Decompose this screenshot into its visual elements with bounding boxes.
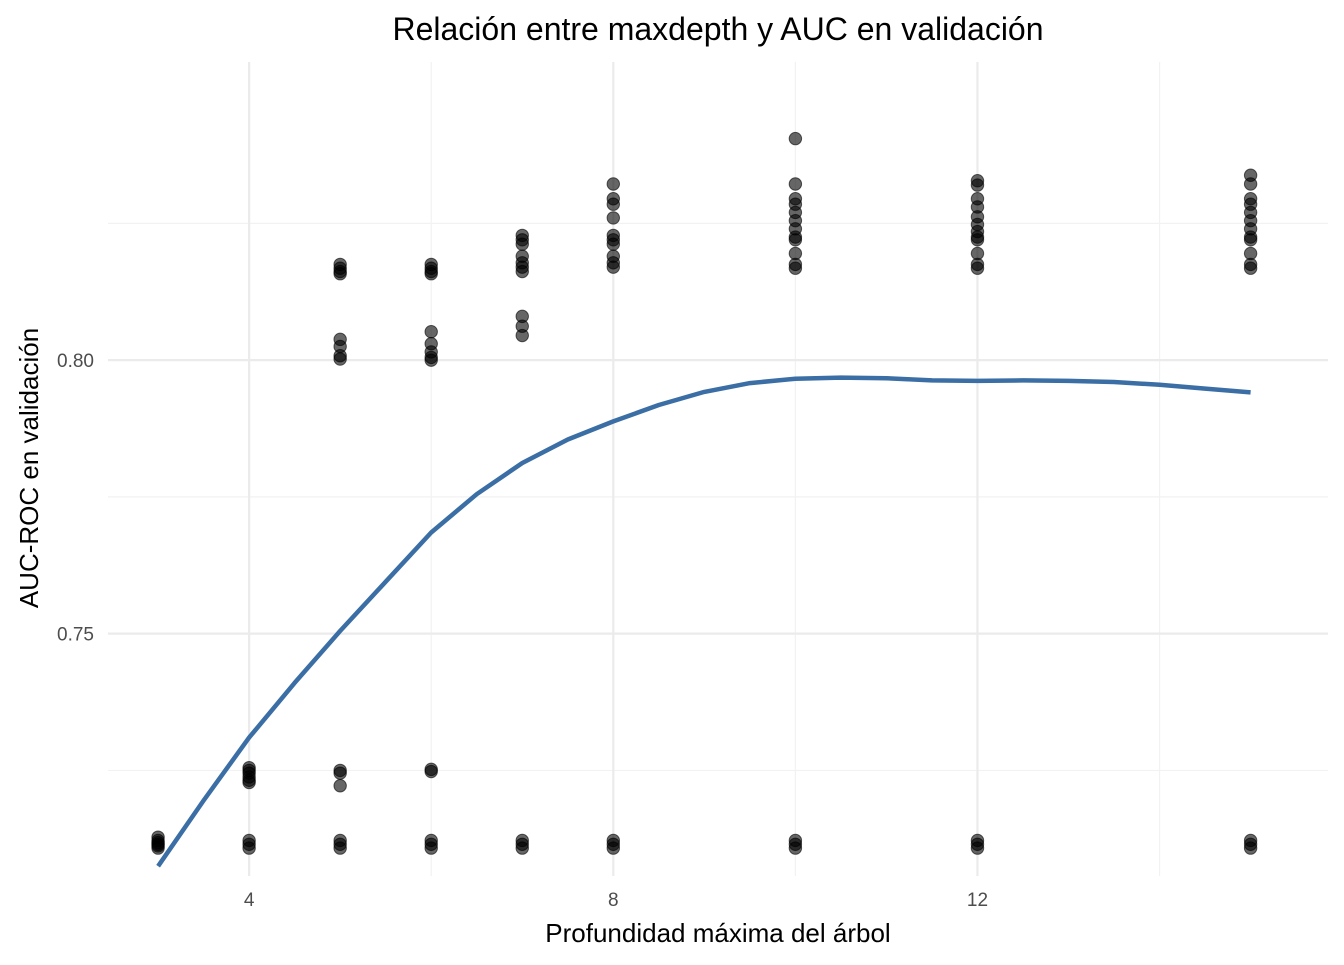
- y-tick-label: 0.80: [57, 351, 94, 372]
- smooth-trend-line: [156, 375, 1251, 868]
- scatter-point: [515, 237, 529, 251]
- scatter-point: [606, 841, 620, 855]
- scatter-point: [242, 775, 256, 790]
- points-layer: [151, 131, 1258, 855]
- tick-label-layer: 0.75 0.80 4 8 12: [57, 351, 988, 911]
- scatter-point: [606, 177, 620, 191]
- scatter-point: [151, 841, 165, 855]
- scatter-point: [970, 261, 985, 275]
- scatter-point: [515, 841, 529, 855]
- scatter-point: [424, 841, 438, 855]
- scatter-point: [424, 764, 438, 779]
- grid-layer: [108, 62, 1328, 876]
- x-tick-label: 12: [967, 890, 988, 911]
- scatter-point: [333, 267, 347, 281]
- x-tick-label: 8: [608, 890, 619, 911]
- scatter-point: [333, 352, 347, 366]
- scatter-point: [1243, 177, 1258, 191]
- x-tick-label: 4: [244, 890, 255, 911]
- scatter-point: [515, 328, 529, 343]
- scatter-point: [606, 237, 620, 251]
- scatter-point: [788, 841, 803, 855]
- scatter-point: [970, 178, 985, 192]
- trend-line-layer: [156, 375, 1251, 868]
- scatter-point: [970, 841, 985, 855]
- scatter-point: [424, 353, 438, 367]
- scatter-point: [333, 779, 347, 793]
- scatter-point: [424, 324, 438, 339]
- chart-title: Relación entre maxdepth y AUC en validac…: [392, 11, 1043, 47]
- scatter-point: [788, 233, 803, 247]
- scatter-point: [242, 841, 256, 855]
- scatter-point: [1243, 841, 1258, 855]
- scatter-point: [788, 261, 803, 275]
- scatter-point: [1243, 233, 1258, 247]
- scatter-point: [606, 260, 620, 274]
- scatter-point: [970, 233, 985, 247]
- scatter-point: [424, 267, 438, 281]
- scatter-point: [515, 264, 529, 279]
- scatter-point: [606, 197, 620, 211]
- y-axis-title: AUC-ROC en validación: [14, 328, 44, 608]
- scatter-point: [333, 766, 347, 780]
- scatter-point: [606, 211, 620, 225]
- x-axis-title: Profundidad máxima del árbol: [545, 918, 890, 948]
- scatter-point: [1243, 261, 1258, 275]
- scatter-point: [788, 177, 803, 191]
- scatter-point: [333, 841, 347, 855]
- y-tick-label: 0.75: [57, 625, 94, 646]
- scatter-point: [788, 131, 803, 146]
